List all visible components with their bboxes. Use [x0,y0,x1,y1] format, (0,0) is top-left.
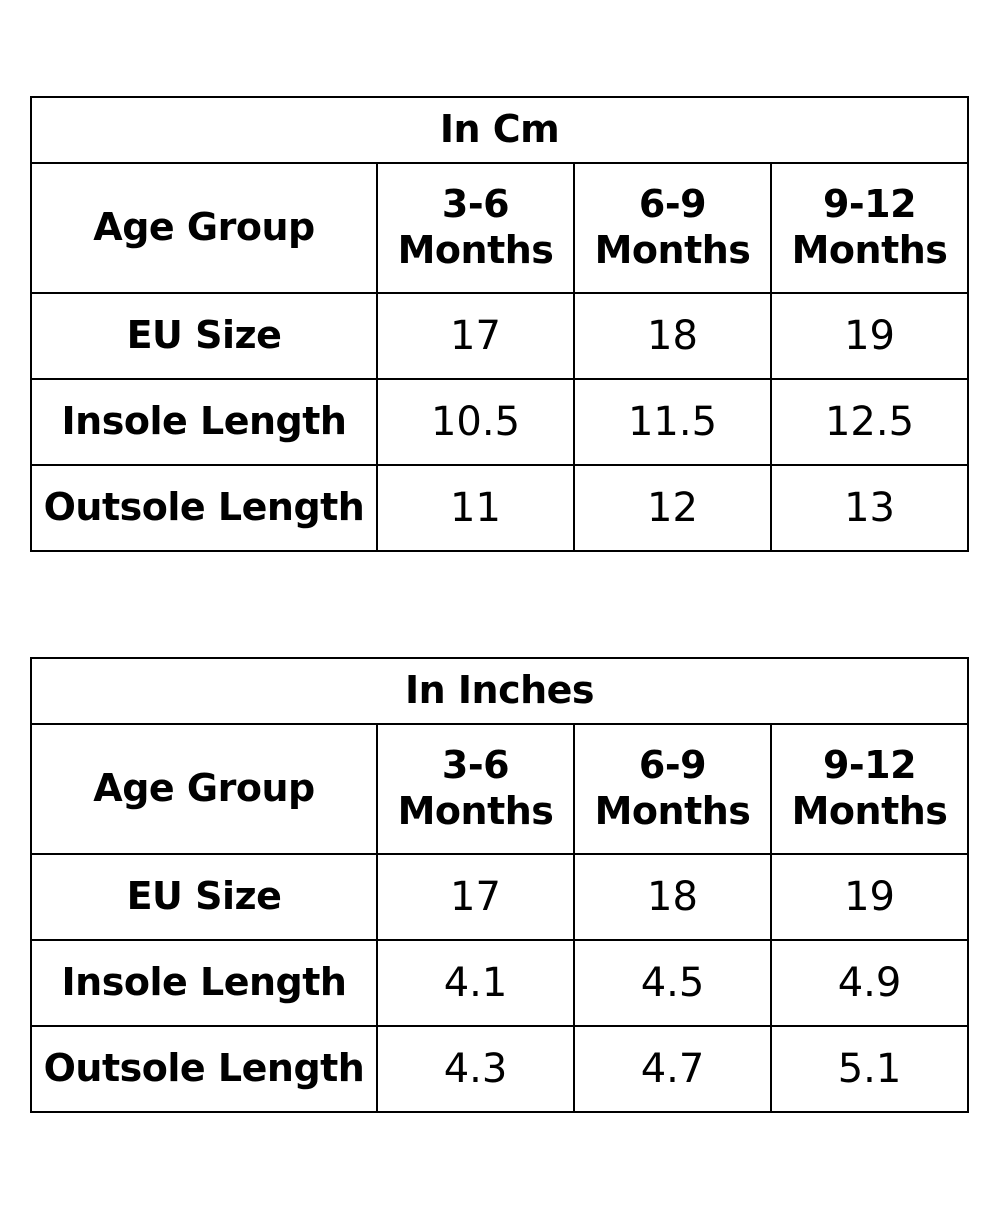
column-unit: Months [594,228,751,272]
age-group-header: Age Group [30,723,378,855]
column-unit: Months [397,228,554,272]
table-cell: 4.1 [376,939,575,1027]
column-range: 9-12 [822,743,917,788]
table-cell: 17 [376,853,575,941]
table-cell: 17 [376,292,575,380]
row-label: EU Size [30,292,378,380]
table-cell: 11.5 [573,378,772,466]
table-cell: 10.5 [376,378,575,466]
row-label: Outsole Length [30,464,378,552]
column-unit: Months [791,228,948,272]
table-title: In Inches [29,657,970,725]
age-group-header: Age Group [30,162,378,294]
column-header: 9-12 Months [769,162,970,294]
table-cell: 12.5 [769,378,970,466]
row-label: EU Size [30,853,378,941]
table-cell: 4.7 [573,1025,772,1113]
column-unit: Months [791,789,948,833]
row-label: Insole Length [30,939,378,1027]
table-cell: 4.9 [769,939,970,1027]
column-range: 3-6 [441,743,510,788]
table-row: EU Size 17 18 19 [30,292,970,380]
table-cell: 13 [769,464,970,552]
header-row: Age Group 3-6 Months 6-9 Months 9-12 Mon… [30,723,970,855]
size-table-cm: In Cm Age Group 3-6 Months 6-9 Months 9-… [29,96,970,552]
table-row: Outsole Length 11 12 13 [30,464,970,552]
table-row: Outsole Length 4.3 4.7 5.1 [30,1025,970,1113]
table-cell: 19 [769,853,970,941]
column-header: 3-6 Months [376,162,575,294]
column-range: 6-9 [638,182,707,227]
table-title: In Cm [29,96,970,164]
table-cell: 19 [769,292,970,380]
column-header: 6-9 Months [573,723,772,855]
size-table-inches: In Inches Age Group 3-6 Months 6-9 Month… [29,657,970,1113]
row-label: Outsole Length [30,1025,378,1113]
table-row: Insole Length 4.1 4.5 4.9 [30,939,970,1027]
column-range: 6-9 [638,743,707,788]
column-unit: Months [397,789,554,833]
table-title-row: In Inches [29,657,970,725]
column-range: 3-6 [441,182,510,227]
table-title-row: In Cm [29,96,970,164]
table-cell: 4.3 [376,1025,575,1113]
column-header: 6-9 Months [573,162,772,294]
table-cell: 11 [376,464,575,552]
column-unit: Months [594,789,751,833]
table-row: EU Size 17 18 19 [30,853,970,941]
table-cell: 18 [573,292,772,380]
table-cell: 5.1 [769,1025,970,1113]
table-cell: 4.5 [573,939,772,1027]
row-label: Insole Length [30,378,378,466]
table-cell: 12 [573,464,772,552]
column-range: 9-12 [822,182,917,227]
header-row: Age Group 3-6 Months 6-9 Months 9-12 Mon… [30,162,970,294]
column-header: 9-12 Months [769,723,970,855]
table-row: Insole Length 10.5 11.5 12.5 [30,378,970,466]
column-header: 3-6 Months [376,723,575,855]
table-cell: 18 [573,853,772,941]
